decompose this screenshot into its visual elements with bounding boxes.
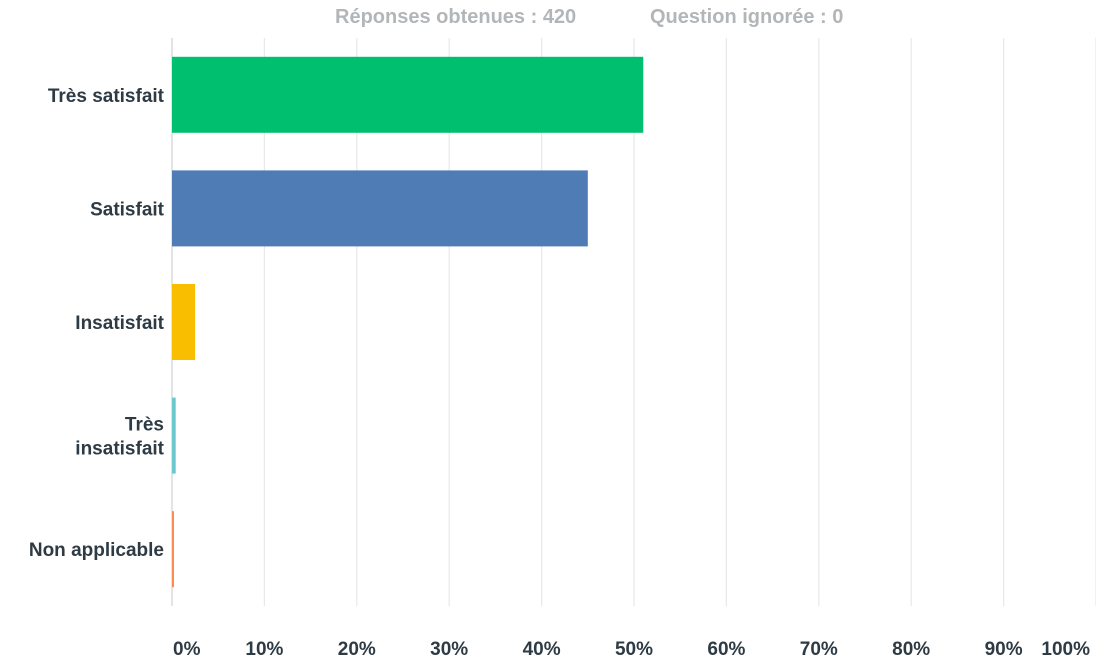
x-tick-label: 0% xyxy=(173,639,201,660)
x-tick-label: 90% xyxy=(985,639,1023,660)
category-label: Très satisfait xyxy=(48,86,165,107)
x-tick-label: 20% xyxy=(338,639,376,660)
x-tick-label: 10% xyxy=(245,639,283,660)
bars xyxy=(172,56,644,588)
category-label: Satisfait xyxy=(90,199,165,220)
bar xyxy=(172,170,588,247)
x-tick-label: 30% xyxy=(430,639,468,660)
category-label: Insatisfait xyxy=(75,313,164,334)
bar xyxy=(172,511,174,588)
category-label: Non applicable xyxy=(29,540,164,561)
x-tick-label: 80% xyxy=(892,639,930,660)
x-tick-label: 60% xyxy=(707,639,745,660)
category-labels: Très satisfait Satisfait Insatisfait Très in… xyxy=(29,86,165,561)
x-tick-label: 70% xyxy=(800,639,838,660)
bar xyxy=(172,397,176,474)
responses-count: Réponses obtenues : 420 xyxy=(335,6,577,28)
category-label: Très xyxy=(125,415,164,436)
bar xyxy=(172,284,196,360)
chart-header: Réponses obtenues : 420 Question ignorée… xyxy=(0,6,1096,36)
x-tick-label: 40% xyxy=(523,639,561,660)
skipped-count: Question ignorée : 0 xyxy=(650,6,844,28)
bar xyxy=(172,56,644,133)
x-tick-label: 50% xyxy=(615,639,653,660)
category-label: insatisfait xyxy=(75,439,164,460)
x-tick-label: 100% xyxy=(1041,639,1090,660)
x-tick-labels: 0% 10% 20% 30% 40% 50% 60% 70% 80% 90% 100% xyxy=(173,639,1090,660)
